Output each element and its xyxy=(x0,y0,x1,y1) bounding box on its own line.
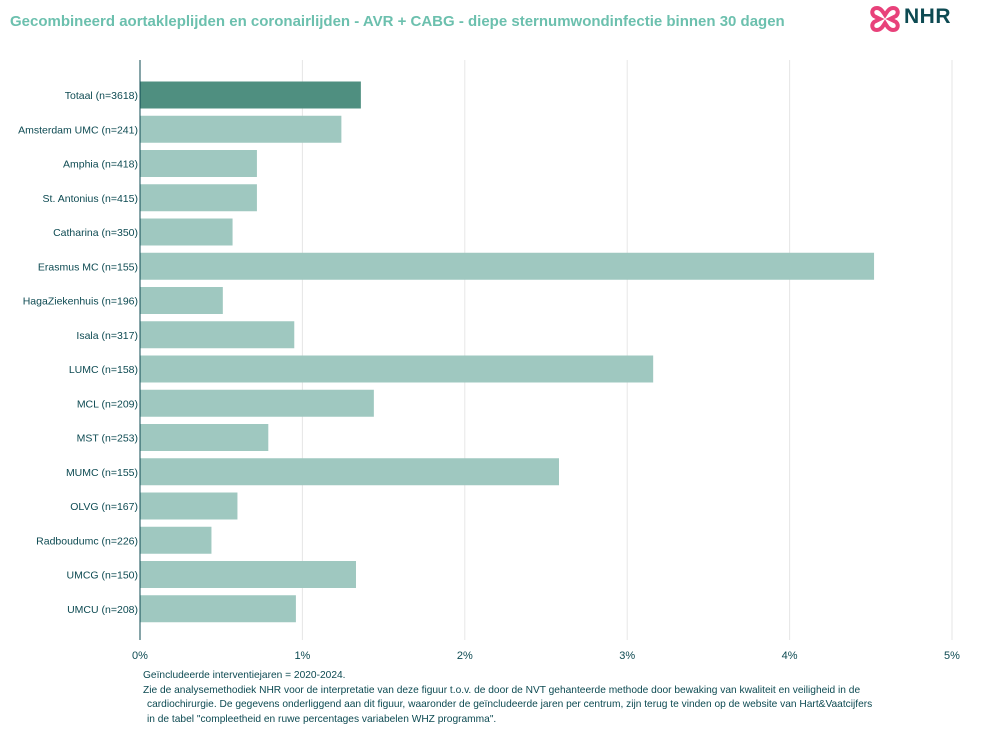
bar-chart: Totaal (n=3618) Amsterdam UMC (n=241) Amph… xyxy=(18,60,960,662)
footnote-line-2: Zie de analysemethodiek NHR voor de inte… xyxy=(143,684,861,696)
bar[interactable] xyxy=(140,184,257,212)
x-axis-tick-labels: 0% 1% 2% 3% 4% 5% xyxy=(132,650,960,662)
category-label: LUMC (n=158) xyxy=(69,364,138,376)
category-label: Erasmus MC (n=155) xyxy=(38,261,138,273)
category-label: Radboudumc (n=226) xyxy=(36,535,138,547)
nhr-logo[interactable]: NHR xyxy=(868,2,958,36)
bar[interactable] xyxy=(140,81,361,109)
category-labels: Totaal (n=3618) Amsterdam UMC (n=241) Amph… xyxy=(18,90,138,616)
bar[interactable] xyxy=(140,458,559,486)
category-label: Amphia (n=418) xyxy=(63,159,138,171)
nhr-cross-logo-icon xyxy=(870,5,900,33)
category-label: St. Antonius (n=415) xyxy=(43,193,138,205)
category-label: Isala (n=317) xyxy=(76,330,138,342)
bar[interactable] xyxy=(140,252,875,280)
footnote-line-1: Geïncludeerde interventiejaren = 2020-20… xyxy=(143,670,346,681)
bars xyxy=(140,81,875,623)
bar[interactable] xyxy=(140,115,342,143)
logo-text: NHR xyxy=(904,5,951,28)
category-label: Amsterdam UMC (n=241) xyxy=(18,124,138,136)
bar[interactable] xyxy=(140,321,295,349)
category-label: Catharina (n=350) xyxy=(53,227,138,239)
bar[interactable] xyxy=(140,389,374,417)
category-label: MCL (n=209) xyxy=(77,398,138,410)
bar[interactable] xyxy=(140,355,654,383)
x-tick-label: 2% xyxy=(457,650,473,662)
category-label: Totaal (n=3618) xyxy=(65,90,138,102)
bar[interactable] xyxy=(140,492,238,520)
x-tick-label: 1% xyxy=(294,650,310,662)
bar[interactable] xyxy=(140,287,223,314)
x-tick-label: 3% xyxy=(619,650,635,662)
x-tick-label: 4% xyxy=(782,650,798,662)
x-tick-label: 5% xyxy=(944,650,960,662)
bar[interactable] xyxy=(140,526,212,554)
grid-lines xyxy=(301,60,953,640)
bar[interactable] xyxy=(140,150,257,177)
category-label: UMCG (n=150) xyxy=(67,570,138,582)
bar[interactable] xyxy=(140,595,296,623)
category-label: UMCU (n=208) xyxy=(67,604,138,616)
bar[interactable] xyxy=(140,218,233,246)
category-label: MUMC (n=155) xyxy=(66,467,138,479)
category-label: OLVG (n=167) xyxy=(70,501,138,513)
footnote-line-4: in de tabel "compleetheid en ruwe percen… xyxy=(147,713,497,725)
footnote-line-3: cardiochirurgie. De gegevens onderliggen… xyxy=(147,699,873,710)
bar[interactable] xyxy=(140,561,356,588)
x-tick-label: 0% xyxy=(132,650,148,662)
bar[interactable] xyxy=(140,424,269,451)
chart-title: Gecombineerd aortakleplijden en coronair… xyxy=(10,13,785,30)
footnote: Geïncludeerde interventiejaren = 2020-20… xyxy=(143,669,943,727)
category-label: HagaZiekenhuis (n=196) xyxy=(23,296,138,308)
category-label: MST (n=253) xyxy=(77,433,138,445)
